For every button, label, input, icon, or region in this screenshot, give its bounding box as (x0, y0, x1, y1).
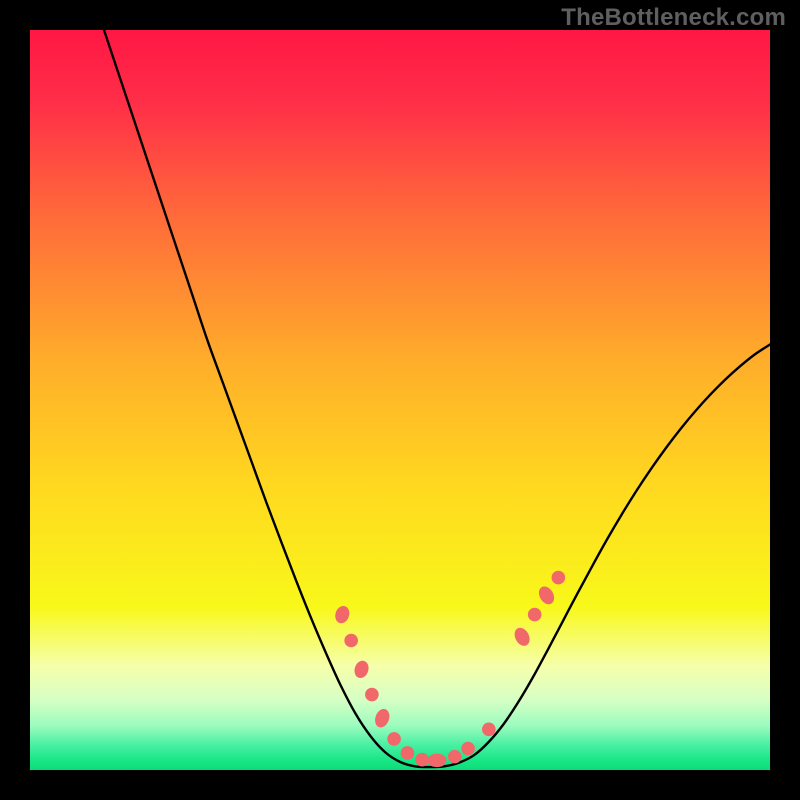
data-marker (482, 723, 496, 737)
data-marker (415, 753, 429, 767)
data-marker (528, 608, 542, 622)
data-marker (344, 634, 358, 648)
data-marker (365, 688, 379, 702)
watermark-text: TheBottleneck.com (561, 4, 786, 32)
data-marker (387, 732, 401, 746)
data-marker (552, 571, 566, 585)
data-marker (461, 742, 475, 756)
data-marker (401, 746, 415, 760)
chart-frame: TheBottleneck.com (0, 0, 800, 800)
bottleneck-curve-chart (30, 30, 770, 770)
plot-area (30, 30, 770, 770)
data-marker (448, 750, 462, 764)
data-marker (427, 754, 446, 768)
